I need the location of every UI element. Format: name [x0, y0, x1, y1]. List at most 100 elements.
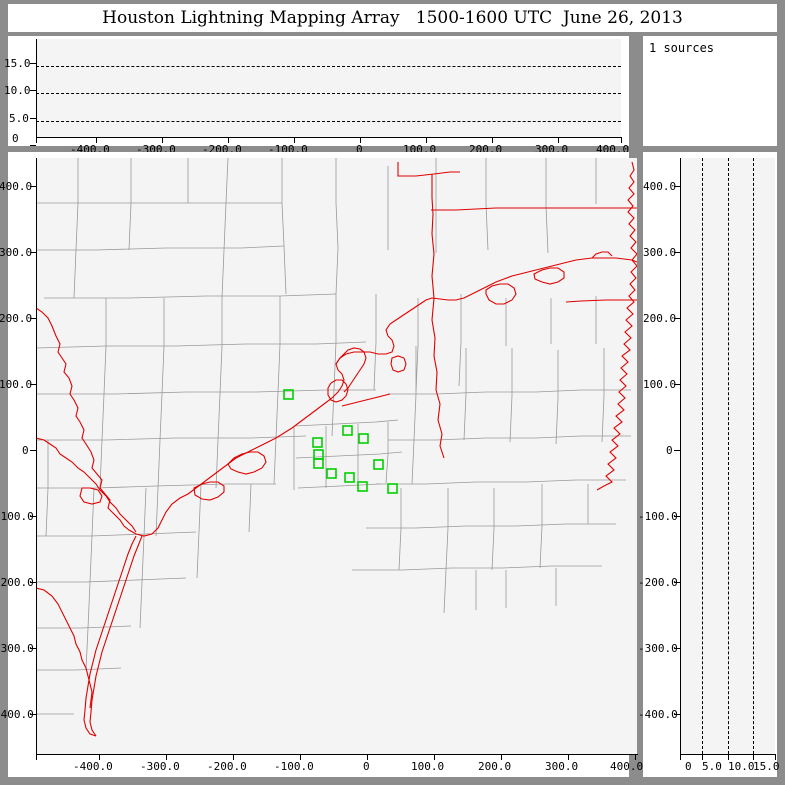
map-x-tick-label: 300.0: [545, 760, 579, 773]
y-axis-line: [36, 39, 37, 138]
gridline-10: [728, 158, 729, 754]
altitude-vs-east-panel[interactable]: 0 5.0 10.0 15.0 -400.0 -300.0 -200.0 -10…: [4, 36, 629, 156]
right-x-tick-label: 15.0: [753, 760, 780, 773]
right-y-tick-label: 400.0: [643, 180, 677, 193]
map-x-tick: [434, 754, 435, 760]
gulf-coastline: [36, 257, 608, 737]
y-tick-label: 10.0: [4, 84, 31, 97]
source-count-label: 1 sources: [649, 41, 715, 55]
map-y-axis-line: [36, 158, 37, 755]
map-y-tick-label: 100.0: [0, 378, 33, 391]
right-y-tick-label: 200.0: [643, 312, 677, 325]
x-tick: [426, 137, 427, 143]
gridline-10: [36, 93, 621, 94]
map-y-tick-label: 400.0: [0, 180, 33, 193]
map-x-tick: [367, 754, 368, 760]
x-tick: [228, 137, 229, 143]
right-x-tick: [702, 754, 703, 760]
right-y-tick: [674, 318, 680, 319]
map-y-tick: [30, 648, 36, 649]
map-x-tick: [300, 754, 301, 760]
right-y-axis-line: [680, 158, 681, 755]
map-x-tick: [99, 754, 100, 760]
station-marker[interactable]: [312, 437, 323, 448]
right-x-tick: [728, 754, 729, 760]
page-title: Houston Lightning Mapping Array 1500-160…: [102, 8, 683, 28]
altitude-vs-north-panel[interactable]: 400.0 300.0 200.0 100.0 0 -100.0 -200.0 …: [638, 152, 780, 777]
county-boundaries: [36, 158, 631, 715]
right-x-tick: [775, 754, 776, 760]
y-tick-label: 5.0: [9, 112, 29, 125]
y-tick-label: 0: [12, 132, 19, 145]
y-tick: [30, 145, 36, 146]
station-marker[interactable]: [373, 459, 384, 470]
station-marker[interactable]: [326, 468, 337, 479]
lma-station-markers[interactable]: [36, 158, 637, 754]
louisiana-coastline: [591, 251, 637, 263]
x-tick: [294, 137, 295, 143]
map-x-tick-label: -400.0: [73, 760, 113, 773]
station-marker[interactable]: [283, 389, 294, 400]
x-tick: [621, 137, 622, 143]
x-tick-label: 0: [356, 143, 363, 156]
altitude-vs-east-plot-area[interactable]: [36, 39, 621, 137]
right-y-tick-label: -100.0: [638, 510, 678, 523]
map-x-axis-line: [36, 754, 638, 755]
map-x-tick: [166, 754, 167, 760]
station-marker[interactable]: [357, 481, 368, 492]
map-y-tick: [30, 516, 36, 517]
map-y-tick: [30, 714, 36, 715]
station-marker[interactable]: [342, 425, 353, 436]
plan-view-map-plot-area[interactable]: [36, 158, 637, 754]
right-y-tick: [674, 648, 680, 649]
right-y-tick: [674, 384, 680, 385]
right-y-tick: [674, 186, 680, 187]
map-y-tick-label: 300.0: [0, 246, 33, 259]
map-y-tick-label: 0: [22, 444, 29, 457]
right-y-tick-label: -200.0: [638, 576, 678, 589]
x-tick: [360, 137, 361, 143]
x-tick: [96, 137, 97, 143]
right-x-tick: [753, 754, 754, 760]
map-y-tick-label: 200.0: [0, 312, 33, 325]
title-bar: Houston Lightning Mapping Array 1500-160…: [8, 4, 777, 32]
map-x-tick-label: 0: [363, 760, 370, 773]
map-y-tick: [30, 252, 36, 253]
x-axis-line: [36, 137, 622, 138]
right-y-tick-label: 300.0: [643, 246, 677, 259]
y-tick: [30, 63, 36, 64]
right-y-tick-label: -300.0: [638, 642, 678, 655]
map-y-tick: [30, 450, 36, 451]
station-marker[interactable]: [358, 433, 369, 444]
x-tick: [492, 137, 493, 143]
right-y-tick-label: 0: [666, 444, 673, 457]
gridline-5: [36, 121, 621, 122]
map-x-tick: [233, 754, 234, 760]
right-y-tick: [674, 252, 680, 253]
map-y-tick: [30, 384, 36, 385]
map-y-tick-label: -200.0: [0, 576, 34, 589]
map-y-tick: [30, 318, 36, 319]
right-y-tick: [674, 516, 680, 517]
map-x-tick-label: -300.0: [140, 760, 180, 773]
gridline-5: [702, 158, 703, 754]
right-x-tick-label: 0: [685, 760, 692, 773]
plan-view-map-panel[interactable]: 400.0 300.0 200.0 100.0 0 -100.0 -200.0 …: [0, 152, 643, 777]
altitude-vs-north-plot-area[interactable]: [680, 158, 775, 754]
right-x-tick-label: 5.0: [702, 760, 722, 773]
map-x-tick: [501, 754, 502, 760]
map-geography: [36, 158, 637, 737]
gridline-15: [753, 158, 754, 754]
station-marker[interactable]: [313, 449, 324, 460]
station-marker[interactable]: [313, 458, 324, 469]
map-y-tick-label: -100.0: [0, 510, 34, 523]
map-x-tick: [635, 754, 636, 760]
source-count-panel[interactable]: 1 sources: [643, 36, 777, 146]
map-x-tick-label: 400.0: [610, 760, 644, 773]
right-y-tick-label: -400.0: [638, 708, 678, 721]
map-x-tick-label: 200.0: [478, 760, 512, 773]
station-marker[interactable]: [387, 483, 398, 494]
station-marker[interactable]: [344, 472, 355, 483]
y-tick: [30, 118, 36, 119]
